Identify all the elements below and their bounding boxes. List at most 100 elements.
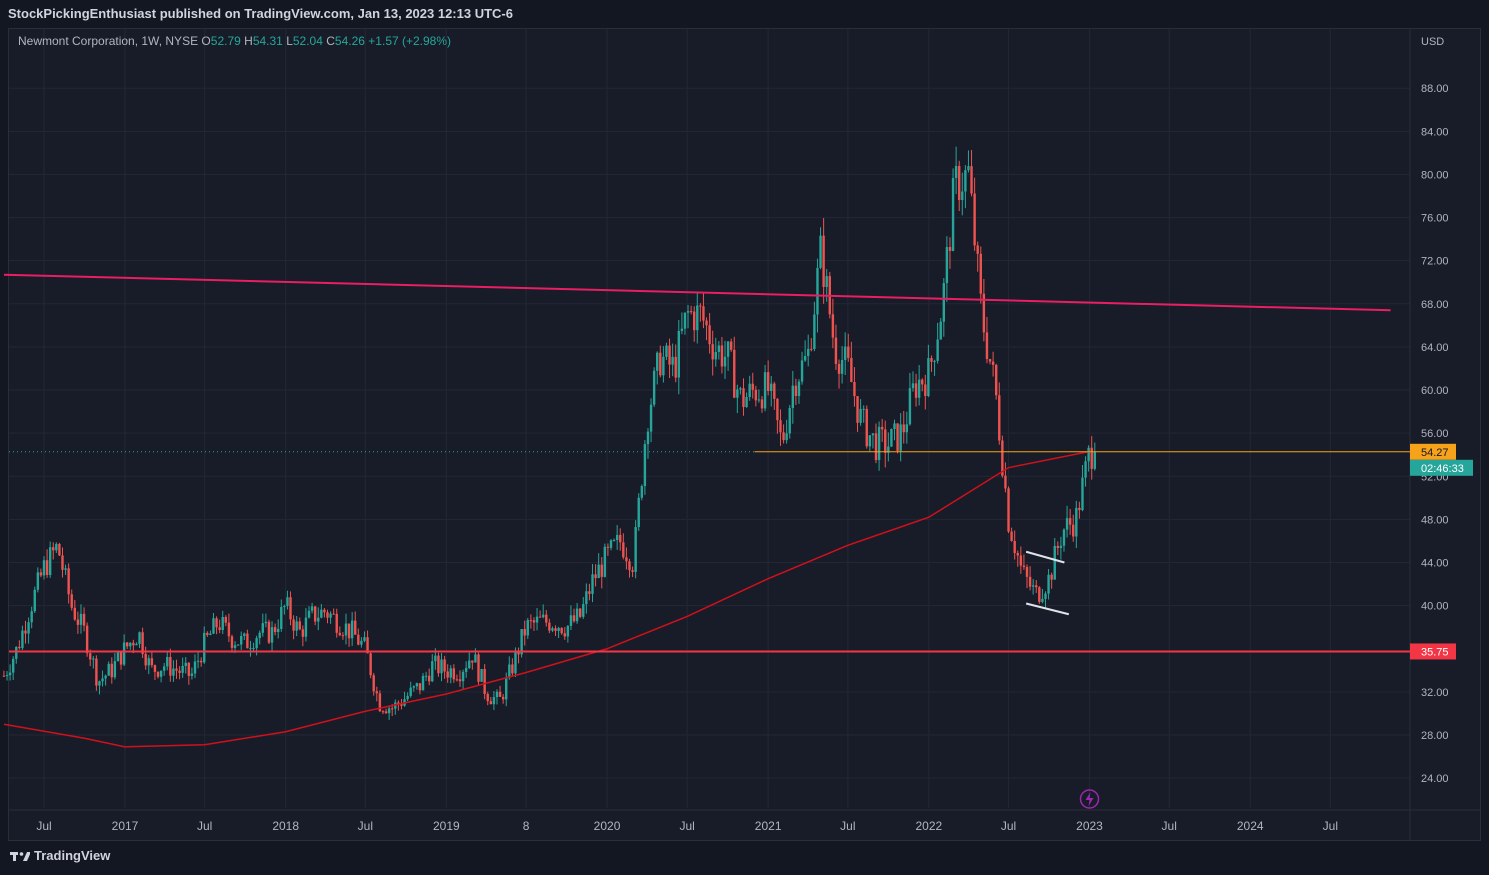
candle-body xyxy=(908,388,912,425)
candle-body xyxy=(850,357,853,383)
candle-body xyxy=(350,620,354,639)
candle-body xyxy=(1087,447,1090,462)
candle-body xyxy=(958,166,961,201)
candle-body xyxy=(295,621,298,631)
candle-body xyxy=(107,663,110,676)
candle-body xyxy=(945,247,949,284)
candle-body xyxy=(400,704,403,706)
lightning-icon[interactable] xyxy=(1079,789,1100,809)
candle-body xyxy=(113,661,117,678)
candle-body xyxy=(942,283,946,322)
candle-body xyxy=(227,622,231,637)
candle-body xyxy=(526,620,529,636)
y-tick-label: 44.00 xyxy=(1421,558,1449,570)
candle-body xyxy=(443,659,446,672)
candle-body xyxy=(369,653,372,676)
candle-body xyxy=(733,349,736,398)
candle-body xyxy=(301,629,305,637)
candle-body xyxy=(708,325,711,345)
candle-body xyxy=(221,617,224,631)
candle-body xyxy=(862,408,865,410)
candle-body xyxy=(178,670,181,673)
candle-body xyxy=(514,650,517,674)
flag-upper-line xyxy=(1025,550,1065,564)
candle-body xyxy=(27,622,30,634)
candle-body xyxy=(141,632,144,654)
candle-body xyxy=(554,628,557,631)
candle-body xyxy=(437,655,440,674)
candle-body xyxy=(1047,574,1050,594)
candle-body xyxy=(215,618,218,628)
candle-body xyxy=(412,686,415,688)
candle-body xyxy=(181,665,184,673)
candle-body xyxy=(686,311,690,313)
candle-body xyxy=(600,564,603,577)
candle-body xyxy=(973,193,976,246)
candle-body xyxy=(458,679,462,682)
candle-body xyxy=(760,399,764,409)
candle-body xyxy=(132,642,135,646)
candle-body xyxy=(693,311,696,331)
y-tick-label: 68.00 xyxy=(1421,299,1449,311)
candle-body xyxy=(847,346,850,358)
x-tick-label: Jul xyxy=(1323,819,1338,833)
candle-body xyxy=(840,360,844,374)
candle-body xyxy=(699,305,702,307)
candle-body xyxy=(61,555,64,570)
candle-body xyxy=(800,360,804,382)
candle-body xyxy=(283,606,286,608)
candle-body xyxy=(498,691,502,697)
candle-body xyxy=(261,623,264,633)
candle-body xyxy=(896,423,899,451)
candle-body xyxy=(455,679,459,681)
x-tick-label: 2019 xyxy=(433,819,460,833)
candle-body xyxy=(628,561,631,571)
candle-body xyxy=(927,358,930,397)
candle-body xyxy=(739,388,742,390)
candle-body xyxy=(341,635,345,637)
candle-body xyxy=(1019,555,1023,566)
candle-body xyxy=(249,648,252,650)
close-value: 54.26 xyxy=(334,34,365,48)
candle-body xyxy=(495,691,499,698)
candle-body xyxy=(310,606,314,611)
candle-body xyxy=(332,613,335,615)
symbol-legend: Newmont Corporation, 1W, NYSE O52.79 H54… xyxy=(18,34,451,48)
candle-body xyxy=(782,432,785,441)
candle-body xyxy=(193,661,197,674)
candle-body xyxy=(951,178,955,251)
candle-body xyxy=(298,621,301,630)
candle-body xyxy=(575,608,579,622)
candle-body xyxy=(560,627,563,634)
candle-body xyxy=(391,708,394,710)
candle-body xyxy=(418,683,422,691)
candle-body xyxy=(776,398,779,421)
candle-body xyxy=(856,396,859,423)
candle-body xyxy=(1065,518,1069,530)
candle-body xyxy=(101,678,104,682)
candle-body xyxy=(893,423,896,430)
candle-body xyxy=(384,711,388,714)
candle-body xyxy=(76,619,80,625)
candle-body xyxy=(378,693,382,712)
candle-body xyxy=(126,642,129,647)
candle-body xyxy=(505,677,508,700)
candle-body xyxy=(609,540,613,548)
candle-body xyxy=(884,429,887,453)
candle-body xyxy=(967,166,970,171)
tradingview-logo-icon xyxy=(10,851,30,861)
candle-body xyxy=(209,633,212,635)
candle-body xyxy=(702,306,705,321)
candle-body xyxy=(406,695,409,700)
footer-brand[interactable]: TradingView xyxy=(10,848,110,863)
candle-body xyxy=(619,534,622,543)
candle-body xyxy=(837,363,841,374)
symbol-title[interactable]: Newmont Corporation, 1W, NYSE xyxy=(18,34,199,48)
brand-name: TradingView xyxy=(34,848,111,863)
candle-body xyxy=(252,648,255,650)
candle-body xyxy=(1081,477,1084,511)
candle-body xyxy=(640,486,644,498)
current-price-tag xyxy=(1410,443,1456,460)
candle-body xyxy=(917,379,921,398)
